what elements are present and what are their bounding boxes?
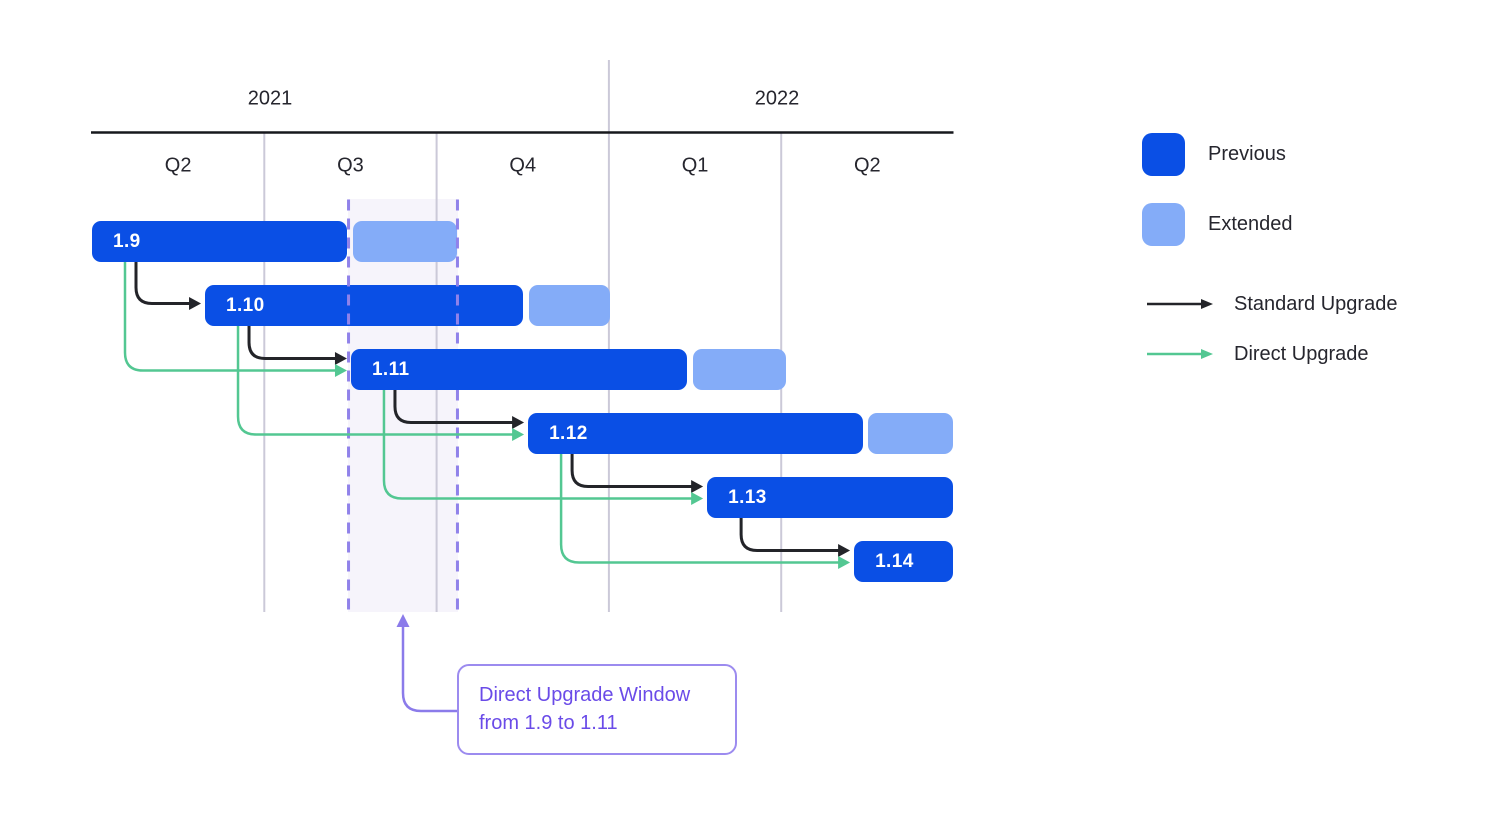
callout-line1: Direct Upgrade Window [479, 684, 691, 706]
quarter-label-2021-Q4: Q4 [509, 154, 537, 177]
direct-upgrade-window-band [348, 199, 458, 612]
legend-item-standard-upgrade: Standard Upgrade [1146, 293, 1397, 315]
direct-upgrade-arrow-1.12-to-1.14 [559, 454, 840, 564]
release-bar-previous-1.9: 1.9 [92, 221, 347, 262]
release-bar-previous-1.10: 1.10 [205, 285, 524, 326]
legend-standard-upgrade-label: Standard Upgrade [1234, 292, 1398, 315]
legend-previous-label: Previous [1208, 143, 1286, 165]
quarter-label-2021-Q3: Q3 [337, 154, 364, 177]
release-bar-previous-1.14: 1.14 [854, 541, 954, 582]
year-label-2021: 2021 [247, 87, 293, 110]
extended-swatch-icon [1142, 203, 1185, 246]
direct-upgrade-arrow-1.10-to-1.12 [236, 326, 514, 436]
release-bar-extended-1.9 [353, 221, 458, 262]
standard-upgrade-arrowhead-1.10-to-1.11 [334, 352, 347, 365]
direct-upgrade-arrowhead-1.10-to-1.12 [512, 428, 525, 441]
callout-line2: from 1.9 to 1.11 [479, 712, 618, 734]
standard-upgrade-arrow-1.11-to-1.12 [393, 390, 514, 424]
standard-upgrade-arrow-1.9-to-1.10 [134, 262, 191, 305]
release-bar-previous-1.11: 1.11 [350, 349, 687, 390]
standard-upgrade-arrow-1.12-to-1.13 [570, 454, 693, 488]
legend-item-direct-upgrade: Direct Upgrade [1146, 343, 1369, 365]
direct-upgrade-arrowhead-1.12-to-1.14 [838, 556, 851, 569]
callout-arrow-line [401, 624, 457, 713]
release-bar-extended-1.11 [692, 349, 786, 390]
quarter-label-2021-Q2: Q2 [164, 154, 192, 177]
previous-swatch-icon [1142, 133, 1185, 176]
release-bar-previous-1.13: 1.13 [707, 477, 954, 518]
release-bar-extended-1.12 [868, 413, 954, 454]
release-bar-label: 1.14 [875, 551, 914, 572]
release-bar-previous-1.12: 1.12 [528, 413, 864, 454]
standard-upgrade-arrow-icon [1147, 299, 1213, 309]
standard-upgrade-arrowhead-1.11-to-1.12 [512, 416, 525, 429]
standard-upgrade-arrowhead-1.13-to-1.14 [838, 544, 851, 557]
quarter-label-2022-Q1: Q1 [681, 154, 709, 177]
direct-upgrade-arrow-icon [1147, 349, 1213, 359]
release-bar-label: 1.11 [371, 359, 410, 380]
legend-direct-upgrade-label: Direct Upgrade [1234, 342, 1369, 365]
quarter-label-2022-Q2: Q2 [854, 154, 881, 177]
release-bar-label: 1.13 [728, 487, 767, 508]
release-bar-label: 1.12 [549, 423, 588, 444]
release-bar-label: 1.10 [226, 295, 265, 316]
legend-item-extended: Extended [1142, 203, 1293, 246]
standard-upgrade-arrowhead-1.9-to-1.10 [189, 297, 202, 310]
legend-extended-label: Extended [1208, 213, 1293, 235]
callout-arrowhead [396, 614, 410, 627]
year-label-2022: 2022 [754, 87, 800, 110]
direct-upgrade-arrow-1.9-to-1.11 [123, 262, 336, 372]
direct-upgrade-arrow-1.11-to-1.13 [382, 390, 693, 500]
standard-upgrade-arrowhead-1.12-to-1.13 [691, 480, 704, 493]
direct-upgrade-arrowhead-1.9-to-1.11 [334, 364, 347, 377]
legend-item-previous: Previous [1142, 133, 1286, 176]
release-bar-label: 1.9 [113, 231, 141, 252]
standard-upgrade-arrow-1.13-to-1.14 [739, 518, 840, 552]
release-bar-extended-1.10 [529, 285, 611, 326]
direct-upgrade-window-callout: Direct Upgrade Window from 1.9 to 1.11 [457, 664, 737, 755]
standard-upgrade-arrow-1.10-to-1.11 [247, 326, 336, 360]
direct-upgrade-arrowhead-1.11-to-1.13 [691, 492, 704, 505]
